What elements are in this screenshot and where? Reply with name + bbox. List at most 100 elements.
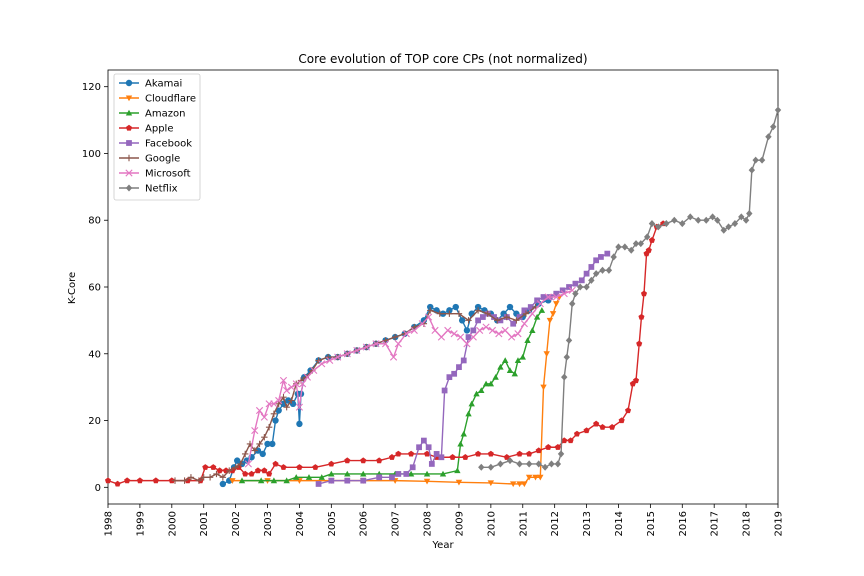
chart-title: Core evolution of TOP core CPs (not norm… — [298, 52, 587, 66]
data-point-apple — [599, 424, 606, 430]
data-point-netflix — [561, 373, 568, 381]
data-point-google — [261, 434, 268, 441]
data-point-apple — [376, 457, 383, 464]
data-point-google — [465, 317, 472, 324]
data-point-microsoft — [450, 330, 458, 338]
data-point-cloudflare — [540, 384, 547, 391]
data-point-netflix — [610, 253, 617, 261]
series-microsoft — [244, 286, 576, 468]
data-point-apple — [114, 480, 121, 487]
data-point-facebook — [344, 477, 351, 484]
data-point-amazon — [482, 380, 490, 387]
data-point-apple — [202, 464, 209, 470]
data-point-netflix — [720, 226, 727, 234]
data-point-akamai — [234, 457, 241, 464]
data-point-microsoft — [299, 380, 307, 388]
legend-label-amazon: Amazon — [145, 109, 185, 120]
y-axis: 0 20 40 60 80 100 120 — [82, 82, 108, 494]
data-point-facebook — [521, 307, 528, 314]
data-point-netflix — [714, 216, 721, 224]
series-layer — [104, 106, 782, 488]
data-point-facebook — [420, 437, 427, 444]
legend-marker-netflix — [125, 184, 133, 192]
data-point-facebook — [425, 444, 432, 451]
data-point-apple — [216, 467, 223, 474]
data-point-apple — [593, 420, 600, 427]
data-point-microsoft — [508, 333, 516, 341]
data-point-facebook — [328, 477, 335, 484]
data-point-microsoft — [295, 403, 304, 411]
y-tick-label: 100 — [82, 149, 101, 160]
data-point-apple — [248, 470, 255, 477]
y-tick-label: 80 — [88, 216, 101, 227]
data-point-google — [195, 477, 203, 484]
data-point-amazon — [524, 337, 531, 343]
data-point-netflix — [588, 276, 595, 284]
data-point-facebook — [456, 364, 462, 371]
data-point-facebook — [409, 464, 416, 471]
data-point-facebook — [559, 287, 566, 294]
data-point-microsoft — [528, 310, 536, 318]
data-point-facebook — [566, 284, 572, 290]
data-point-akamai — [474, 303, 482, 311]
data-point-netflix — [748, 166, 756, 174]
data-point-facebook — [446, 374, 453, 381]
x-tick-label: 2004 — [295, 511, 306, 536]
x-tick-label: 2018 — [742, 511, 753, 536]
series-amazon — [238, 307, 546, 484]
data-point-apple — [261, 467, 268, 474]
data-point-apple — [554, 444, 561, 450]
data-point-apple — [636, 340, 643, 347]
data-point-facebook — [516, 314, 523, 320]
legend-marker-microsoft — [125, 169, 133, 177]
y-axis-label: K-Core — [67, 272, 78, 304]
data-point-akamai — [269, 440, 276, 448]
data-point-netflix — [628, 246, 635, 254]
data-point-netflix — [563, 353, 570, 361]
data-point-amazon — [344, 470, 351, 477]
data-point-cloudflare — [455, 479, 463, 486]
data-point-facebook — [451, 370, 458, 377]
data-point-microsoft — [310, 366, 318, 375]
data-point-apple — [632, 377, 640, 384]
data-point-microsoft — [495, 330, 503, 338]
x-tick-label: 2000 — [167, 511, 178, 536]
data-point-facebook — [465, 334, 472, 340]
data-point-akamai — [427, 303, 434, 311]
data-point-netflix — [725, 223, 732, 231]
data-point-apple — [272, 460, 279, 467]
data-point-facebook — [540, 294, 547, 300]
data-point-netflix — [605, 266, 613, 274]
data-point-netflix — [731, 220, 739, 228]
data-point-microsoft — [520, 320, 528, 328]
data-point-cloudflare — [423, 478, 431, 485]
data-point-microsoft — [425, 313, 433, 321]
data-point-netflix — [746, 210, 753, 218]
data-point-google — [213, 470, 220, 478]
data-point-netflix — [655, 223, 662, 231]
x-tick-label: 1998 — [104, 511, 115, 536]
data-point-microsoft — [381, 340, 390, 348]
data-point-netflix — [592, 270, 600, 278]
data-point-netflix — [765, 133, 772, 141]
legend-item-akamai: Akamai — [119, 79, 182, 90]
data-point-apple — [395, 450, 402, 457]
x-axis: 1998 1999 2000 2001 2002 2003 2004 2005 2006 2007… — [104, 504, 785, 536]
data-point-google — [494, 317, 501, 324]
data-point-amazon — [487, 380, 495, 387]
data-point-apple — [242, 470, 249, 477]
data-point-google — [275, 400, 282, 408]
data-point-microsoft — [514, 330, 522, 338]
data-point-facebook — [395, 471, 402, 477]
legend-item-amazon: Amazon — [119, 109, 185, 120]
data-point-apple — [638, 313, 645, 320]
data-point-akamai — [296, 420, 303, 428]
legend-label-akamai: Akamai — [145, 79, 182, 90]
data-point-amazon — [360, 470, 367, 477]
data-point-google — [522, 310, 530, 317]
data-point-facebook — [441, 387, 448, 394]
data-point-amazon — [506, 367, 514, 374]
data-point-amazon — [533, 313, 541, 320]
legend-label-netflix: Netflix — [145, 184, 178, 195]
data-point-apple — [152, 477, 159, 484]
